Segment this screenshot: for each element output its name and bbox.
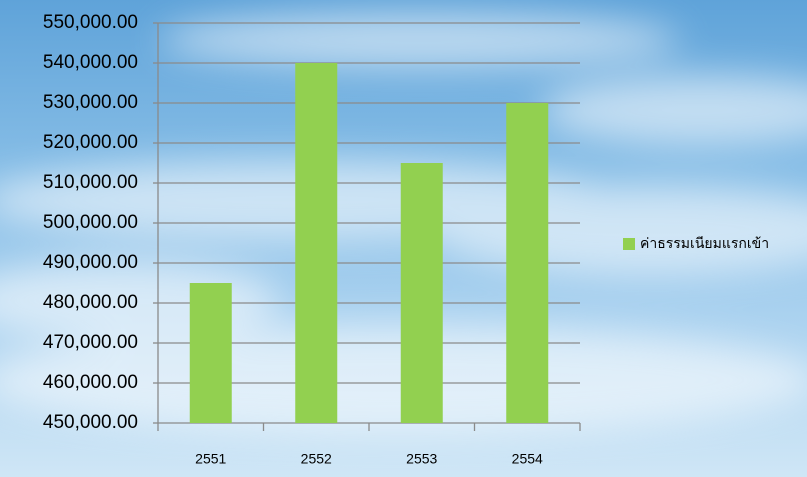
- legend-swatch: [623, 238, 635, 250]
- y-tick-label: 490,000.00: [43, 252, 138, 273]
- x-tick-label: 2552: [301, 451, 332, 467]
- legend-label: ค่าธรรมเนียมแรกเข้า: [640, 236, 769, 252]
- y-tick-label: 470,000.00: [43, 332, 138, 353]
- bar: [189, 283, 232, 423]
- plot: 450,000.00 460,000.00 470,000.00 480,000.00…: [43, 12, 769, 467]
- x-tick-label: 2551: [195, 451, 226, 467]
- y-tick-label: 530,000.00: [43, 92, 138, 113]
- y-tick-label: 540,000.00: [43, 52, 138, 73]
- y-tick-label: 550,000.00: [43, 12, 138, 33]
- bar: [506, 103, 549, 423]
- y-tick-label: 450,000.00: [43, 412, 138, 433]
- bar: [400, 163, 443, 423]
- bar: [295, 63, 338, 423]
- y-tick-label: 520,000.00: [43, 132, 138, 153]
- x-tick-label: 2554: [512, 451, 543, 467]
- y-tick-label: 480,000.00: [43, 292, 138, 313]
- y-tick-label: 510,000.00: [43, 172, 138, 193]
- y-tick-label: 460,000.00: [43, 372, 138, 393]
- y-tick-label: 500,000.00: [43, 212, 138, 233]
- x-tick-label: 2553: [406, 451, 437, 467]
